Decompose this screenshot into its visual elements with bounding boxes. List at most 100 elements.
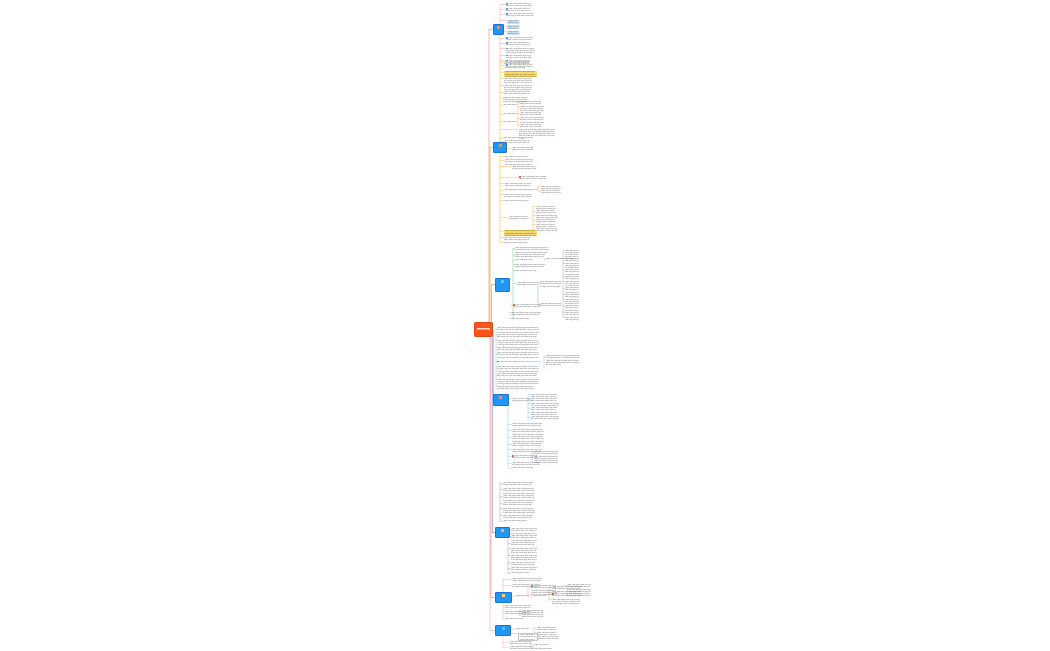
branch-4-item[interactable]: Topic note detail item key point plan re… <box>512 443 542 448</box>
branch-4-item[interactable]: Topic note detail item key point plan re… <box>497 379 539 386</box>
branch-3-item[interactable]: Topic note detail item key point plan re… <box>517 282 538 287</box>
branch-7-topic[interactable]: Topic 7 <box>495 625 511 636</box>
branch-2-item[interactable]: Topic note detail item key point plan re… <box>504 61 530 66</box>
branch-3-item[interactable]: Topic note detail item key point plan re… <box>515 270 537 272</box>
branch-2-item[interactable]: Topic note detail item key point plan re… <box>512 166 537 171</box>
branch-6-item[interactable]: Topic note detail item key point plan re… <box>522 614 544 619</box>
branch-4-item[interactable]: Topic note detail item key point plan re… <box>497 340 539 347</box>
branch-1-item[interactable]: Topic note detail item key point plan re… <box>506 48 535 55</box>
branch-5-item[interactable]: Topic note detail item key point plan re… <box>511 535 537 542</box>
branch-4-item[interactable]: Topic note detail item key point plan re… <box>512 467 534 469</box>
branch-4-item[interactable]: Topic note detail item key point plan re… <box>497 334 537 339</box>
branch-4-item[interactable]: Topic note detail item key point plan re… <box>546 355 580 369</box>
branch-3-item[interactable]: Topic note detail item key point plan re… <box>515 264 545 269</box>
branch-2-item[interactable]: Topic note detail item key point plan re… <box>504 67 526 69</box>
branch-5-item[interactable]: Topic note detail item key point plan re… <box>503 520 527 522</box>
branch-4-item[interactable]: Topic note detail item key point plan re… <box>497 347 537 352</box>
branch-3-item[interactable]: Topic note detail item key point plan re… <box>515 254 545 259</box>
branch-4-item[interactable]: Topic note detail item key point plan re… <box>497 352 539 359</box>
branch-4-item[interactable]: Topic note detail item key point plan re… <box>512 436 544 443</box>
branch-2-item[interactable]: Topic note detail item key point plan re… <box>512 147 534 152</box>
branch-2-item[interactable]: Topic note detail item key point plan re… <box>504 91 530 96</box>
branch-3-topic[interactable]: Topic 3 <box>495 278 510 292</box>
branch-4-item[interactable]: Topic note detail item key point plan re… <box>497 327 539 334</box>
branch-4-item[interactable]: Topic note detail item key point plan re… <box>497 366 539 373</box>
branch-2-item[interactable]: Topic note detail item key point plan re… <box>504 189 538 191</box>
branch-1-item[interactable]: Topic note detail item key point plan re… <box>506 3 532 8</box>
branch-2-item[interactable]: Topic note detail item key point plan re… <box>520 117 544 124</box>
branch-5-item[interactable]: Topic note detail item key point plan re… <box>503 488 535 495</box>
branch-2-item[interactable]: Topic note detail item key point plan re… <box>519 176 547 181</box>
branch-5-item[interactable]: Topic note detail item key point plan re… <box>503 508 535 515</box>
branch-4-item[interactable]: Topic note detail item key point plan re… <box>497 373 537 378</box>
branch-2-item[interactable]: Topic note detail item key point plan re… <box>503 104 517 106</box>
branch-3-item[interactable]: Topic note detail item key point plan re… <box>515 247 549 254</box>
branch-6-item[interactable]: Topic note detail item key point plan re… <box>505 618 525 620</box>
branch-2-item[interactable]: Topic note detail item key point plan re… <box>509 216 529 221</box>
branch-5-item[interactable]: Topic note detail item key point plan re… <box>511 567 537 572</box>
branch-2-item[interactable]: Topic note detail item key point plan re… <box>541 190 561 195</box>
branch-7-item[interactable]: Topic note detail item key point plan re… <box>534 648 552 650</box>
branch-7-item[interactable]: Topic note detail item key point plan re… <box>510 641 532 646</box>
branch-1-item[interactable]: Topic note detail item key point plan re… <box>507 31 520 35</box>
branch-4-topic[interactable]: Topic 4 <box>493 394 509 406</box>
branch-2-item[interactable]: Topic note detail item key point plan re… <box>504 156 528 158</box>
branch-6-item[interactable]: Topic note detail item key point plan re… <box>516 595 529 597</box>
branch-2-item[interactable]: Topic note detail item key point plan re… <box>504 237 530 242</box>
branch-1-item[interactable]: Topic note detail item key point plan re… <box>507 25 520 29</box>
branch-4-item[interactable]: Topic note detail item keyTopic note det… <box>497 361 541 363</box>
branch-6-item[interactable]: Topic note detail item key point plan re… <box>533 595 547 597</box>
branch-6-topic[interactable]: Topic 6 <box>495 592 512 603</box>
branch-1-item[interactable]: Topic note detail item key point plan re… <box>507 20 520 24</box>
branch-7-item[interactable]: Topic note detail item key point plan re… <box>534 644 550 646</box>
branch-5-topic[interactable]: Topic 5 <box>495 527 510 538</box>
branch-4-item[interactable]: Topic note detail item key point plan re… <box>531 416 559 421</box>
branch-5-item[interactable]: Topic note detail item key point plan re… <box>511 572 531 574</box>
branch-4-item[interactable]: Topic note detail item key point plan re… <box>497 386 535 391</box>
branch-5-item[interactable]: Topic note detail item key point plan re… <box>503 495 535 502</box>
branch-3-item[interactable]: Topic note detail item key point plan re… <box>540 303 562 308</box>
branch-5-item[interactable]: Topic note detail item key point plan re… <box>511 562 535 567</box>
branch-5-item[interactable]: Topic note detail item key point plan re… <box>503 482 533 487</box>
branch-6-item[interactable]: Topic note detail item key point plan re… <box>552 599 580 606</box>
branch-1-item[interactable]: Topic note detail item key point plan re… <box>506 55 532 60</box>
branch-5-item[interactable]: Topic note detail item key point plan re… <box>503 502 533 507</box>
branch-1-topic[interactable]: Topic 1 <box>493 24 504 35</box>
branch-6-item[interactable]: Topic note detail item key point plan re… <box>512 578 542 583</box>
branch-3-item[interactable]: Topic note detail item key point plan re… <box>511 312 541 317</box>
branch-7-item[interactable]: Topic note detail item key point plan re… <box>518 633 538 642</box>
branch-7-item[interactable]: Topic note detail item key point plan re… <box>516 628 529 630</box>
branch-5-item[interactable]: Topic note detail item key point plan re… <box>511 542 535 547</box>
branch-5-item[interactable]: Topic note detail item key point plan re… <box>503 515 533 520</box>
branch-2-item[interactable]: Topic note detail item key point plan re… <box>504 71 537 77</box>
branch-5-item[interactable]: Topic note detail item key point plan re… <box>511 528 537 535</box>
branch-7-item[interactable]: Topic note detail item key point plan re… <box>537 636 559 641</box>
branch-2-item[interactable]: Topic note detail item key point plan re… <box>504 200 529 202</box>
branch-3-item[interactable]: Topic note detail item key point plan re… <box>540 281 562 288</box>
branch-3-item[interactable]: Topic note detail item key point plan re… <box>565 258 579 263</box>
branch-5-item[interactable]: Topic note detail item key point plan re… <box>511 548 537 555</box>
branch-5-item[interactable]: Topic note detail item key point plan re… <box>511 555 537 562</box>
branch-3-item[interactable]: Topic note detail item key point plan re… <box>565 276 579 281</box>
branch-4-item[interactable]: Topic note detail item key point plan re… <box>512 462 540 467</box>
branch-2-item[interactable]: Topic note detail item key point plan re… <box>504 140 530 145</box>
branch-3-item[interactable]: Topic note detail item key point plan re… <box>513 304 541 309</box>
branch-2-item[interactable]: Topic note detail item key point plan re… <box>505 183 531 188</box>
branch-3-item[interactable]: Topic note detail item key point plan re… <box>565 312 579 317</box>
branch-1-item[interactable]: Topic note detail item key point plan re… <box>506 13 534 18</box>
branch-2-item[interactable]: Topic note detail item key point plan re… <box>503 113 517 115</box>
branch-1-item[interactable]: Topic note detail item key point plan re… <box>506 8 530 13</box>
branch-3-item[interactable]: Topic note detail item key point plan re… <box>565 294 579 299</box>
branch-1-item[interactable]: Topic note detail item key point plan re… <box>506 42 531 47</box>
branch-2-item[interactable]: Topic note detail item key point plan re… <box>504 78 532 85</box>
branch-6-item[interactable]: Topic note detail item key point plan re… <box>567 584 591 598</box>
branch-3-item[interactable]: Topic note detail item key point plan re… <box>565 317 579 322</box>
branch-4-item[interactable]: Topic note detail item key point plan re… <box>512 398 532 403</box>
branch-2-item[interactable]: Topic note detail item key point plan re… <box>503 137 533 139</box>
branch-4-item[interactable]: Topic note detail item key point plan re… <box>512 423 542 428</box>
branch-2-item[interactable]: Topic note detail item key point plan re… <box>503 121 517 123</box>
branch-2-item[interactable]: Topic note detail item key point plan re… <box>536 228 558 233</box>
branch-2-item[interactable]: Topic note detail item key point plan re… <box>504 194 532 199</box>
branch-2-item[interactable]: Topic note detail item key point plan re… <box>520 112 542 117</box>
